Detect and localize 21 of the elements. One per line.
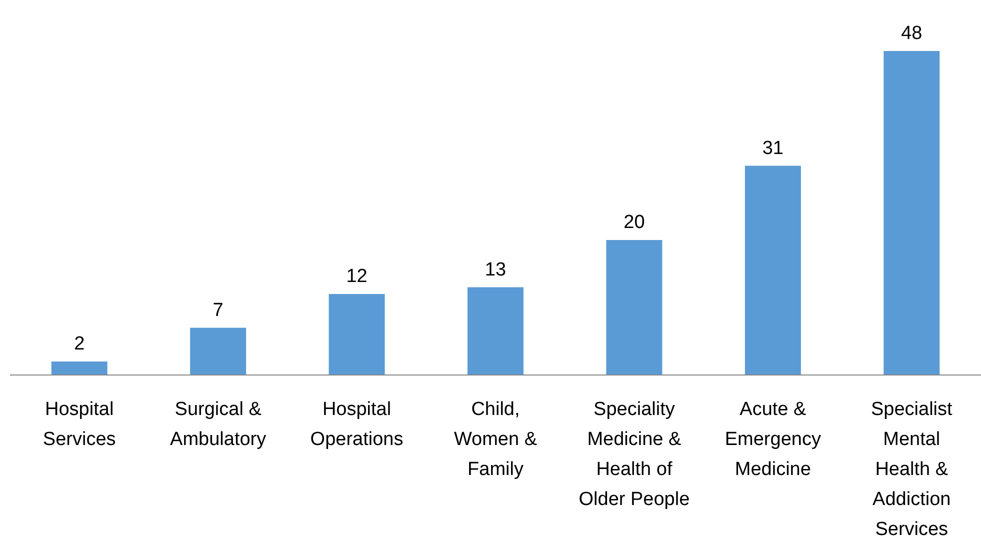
data-label: 13 bbox=[484, 259, 506, 280]
bar bbox=[51, 362, 108, 375]
bar bbox=[328, 294, 385, 375]
x-tick-label: Hospital Services bbox=[42, 399, 116, 450]
x-tick-label: Hospital Operations bbox=[310, 399, 404, 450]
data-label: 48 bbox=[901, 23, 922, 44]
x-tick-label: Speciality Medicine & Health of Older People bbox=[578, 399, 690, 510]
bar bbox=[468, 287, 524, 375]
bar bbox=[884, 51, 940, 375]
x-tick-label: Acute & Emergency Medicine bbox=[724, 399, 822, 480]
bar bbox=[606, 240, 662, 375]
data-label: 20 bbox=[624, 212, 645, 233]
x-tick-label: Surgical & Ambulatory bbox=[170, 399, 267, 450]
data-label: 31 bbox=[762, 138, 784, 159]
x-tick-label: Child, Women & Family bbox=[454, 399, 538, 480]
bar bbox=[744, 166, 801, 375]
x-tick-label: Specialist Mental Health & Addiction Services bbox=[870, 399, 954, 538]
bar bbox=[190, 328, 246, 375]
data-label: 12 bbox=[346, 266, 368, 287]
data-label: 2 bbox=[74, 334, 85, 354]
data-label: 7 bbox=[212, 300, 224, 321]
